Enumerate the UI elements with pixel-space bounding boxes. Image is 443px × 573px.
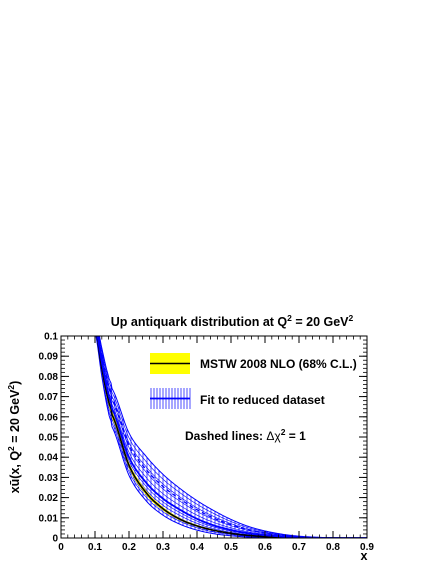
plot-area [95,336,367,538]
fit-dashed-lines [96,336,367,538]
x-tick-label: 0.5 [224,542,238,553]
y-tick-label: 0.02 [39,493,59,504]
y-tick-label: 0.01 [39,513,59,524]
fit-dashed-upper-line [97,336,367,538]
y-tick-label: 0.08 [39,372,59,383]
y-tick-label: 0.05 [39,433,59,444]
x-tick-label: 0.8 [326,542,340,553]
fit-band-upper-line [98,336,367,538]
y-tick-label: 0.07 [39,392,59,403]
fit-band [95,336,367,538]
x-tick-label: 0.2 [122,542,136,553]
legend-mstw: MSTW 2008 NLO (68% C.L.) [150,353,357,374]
x-tick-label: 0 [58,542,64,553]
x-tick-label: 0.7 [292,542,306,553]
y-tick-label: 0.03 [39,473,59,484]
y-tick-label: 0.06 [39,412,59,423]
x-tick-label: 0.4 [190,542,204,553]
legend-fit-swatch [150,388,191,409]
x-axis-label: x [361,549,368,563]
y-tick-label: 0.04 [39,453,59,464]
legend-fit: Fit to reduced dataset [150,388,325,409]
y-axis: 0 0.01 0.02 0.03 0.04 0.05 0.06 0.07 0.08 0.09 0.1 [39,332,367,545]
y-tick-label: 0.09 [39,352,59,363]
x-tick-label: 0.9 [360,542,374,553]
y-axis-label: xū(x, Q2 = 20 GeV2) [6,381,22,494]
legend-note: Dashed lines: Δχ2 = 1 [185,427,306,443]
y-tick-label: 0.1 [44,332,58,343]
fit-band-inner-line [98,336,367,538]
legend-fit-label: Fit to reduced dataset [200,393,325,407]
chart-title: Up antiquark distribution at Q2 = 20 GeV… [111,313,354,329]
x-tick-label: 0.6 [258,542,272,553]
legend: MSTW 2008 NLO (68% C.L.) Fit to reduced … [150,353,357,443]
x-axis: 0 0.1 0.2 0.3 0.4 0.5 0.6 0.7 0.8 0.9 [58,336,374,553]
y-tick-label: 0 [52,534,58,545]
legend-mstw-label: MSTW 2008 NLO (68% C.L.) [200,357,357,371]
x-tick-label: 0.1 [88,542,102,553]
x-tick-label: 0.3 [156,542,170,553]
